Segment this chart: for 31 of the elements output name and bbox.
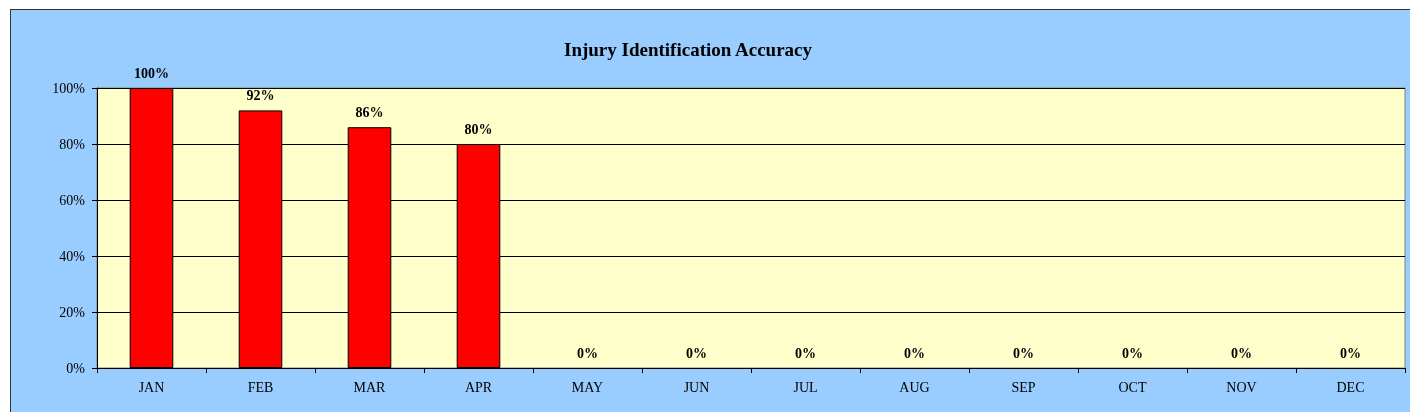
y-tick-label: 40% — [59, 248, 86, 264]
y-tick-label: 20% — [59, 304, 86, 320]
x-tick-label: AUG — [899, 379, 930, 395]
x-tick-label: DEC — [1336, 379, 1365, 395]
x-tick-label: MAY — [571, 379, 604, 395]
data-label: 0% — [904, 345, 925, 361]
data-label: 100% — [134, 65, 169, 81]
chart-title: Injury Identification Accuracy — [564, 39, 813, 60]
data-label: 0% — [686, 345, 707, 361]
y-tick-label: 100% — [52, 80, 86, 96]
data-label: 0% — [1340, 345, 1361, 361]
x-tick-label: FEB — [247, 379, 274, 395]
x-tick-label: MAR — [353, 379, 387, 395]
data-label: 92% — [246, 87, 275, 103]
data-label: 0% — [795, 345, 816, 361]
data-label: 80% — [464, 121, 493, 137]
y-tick-label: 0% — [66, 360, 86, 376]
x-tick-label: APR — [464, 379, 493, 395]
data-label: 0% — [1013, 345, 1034, 361]
x-tick-label: JUN — [683, 379, 710, 395]
y-tick-label: 60% — [59, 192, 86, 208]
data-label: 86% — [355, 104, 384, 120]
x-tick-label: NOV — [1226, 379, 1257, 395]
x-tick-label: JAN — [138, 379, 165, 395]
data-label: 0% — [1231, 345, 1252, 361]
y-tick-label: 80% — [59, 136, 86, 152]
x-tick-label: JUL — [793, 379, 818, 395]
data-label: 0% — [1122, 345, 1143, 361]
x-tick-label: SEP — [1011, 379, 1036, 395]
data-label: 0% — [577, 345, 598, 361]
x-tick-label: OCT — [1118, 379, 1147, 395]
